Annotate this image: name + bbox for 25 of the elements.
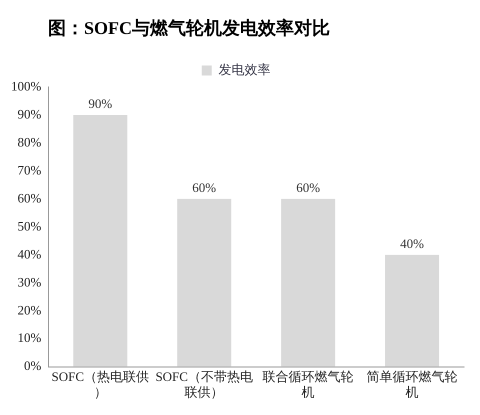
x-tick-label: SOFC（热电联供） [52, 369, 150, 400]
bar [281, 198, 336, 367]
y-tick-label: 50% [17, 218, 42, 234]
y-tick-label: 20% [17, 302, 42, 318]
bar [385, 254, 440, 367]
y-tick-label: 40% [17, 246, 42, 262]
y-tick-label: 70% [17, 162, 42, 178]
data-label: 40% [400, 236, 424, 251]
x-tick-label: 联合循环燃气轮机 [262, 369, 354, 400]
data-label: 60% [296, 180, 320, 195]
bar [73, 114, 128, 367]
x-tick-label: 简单循环燃气轮机 [366, 369, 458, 400]
y-tick-label: 0% [24, 358, 42, 374]
data-label: 90% [88, 96, 112, 111]
bar [177, 198, 232, 367]
y-tick-label: 90% [17, 106, 42, 122]
x-tick-label: SOFC（不带热电联供） [155, 369, 253, 400]
y-tick-label: 80% [17, 134, 42, 150]
legend-label: 发电效率 [218, 62, 270, 77]
chart-title: 图：SOFC与燃气轮机发电效率对比 [47, 17, 332, 40]
y-tick-label: 30% [17, 274, 42, 290]
data-label: 60% [192, 180, 216, 195]
y-tick-label: 60% [17, 190, 42, 206]
y-tick-label: 10% [17, 330, 42, 346]
y-tick-label: 100% [10, 78, 42, 94]
